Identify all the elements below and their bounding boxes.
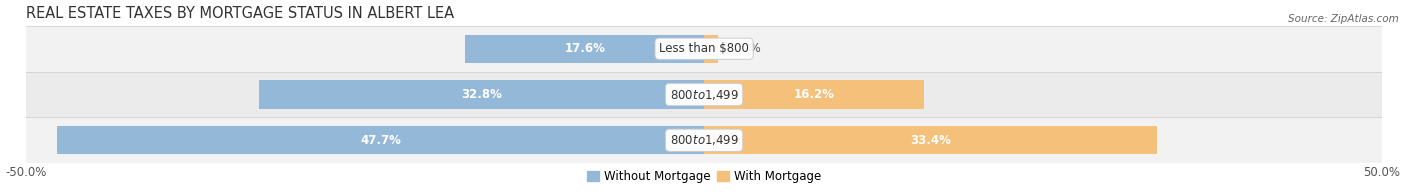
Bar bbox=[27, 117, 1382, 163]
Bar bbox=[465, 34, 704, 63]
Text: 47.7%: 47.7% bbox=[360, 134, 401, 147]
Text: 16.2%: 16.2% bbox=[793, 88, 834, 101]
Text: 1.0%: 1.0% bbox=[731, 42, 761, 55]
Bar bbox=[27, 72, 1382, 117]
Legend: Without Mortgage, With Mortgage: Without Mortgage, With Mortgage bbox=[582, 165, 825, 187]
Text: Less than $800: Less than $800 bbox=[659, 42, 749, 55]
Bar bbox=[704, 80, 924, 109]
Text: Source: ZipAtlas.com: Source: ZipAtlas.com bbox=[1288, 14, 1399, 24]
Text: REAL ESTATE TAXES BY MORTGAGE STATUS IN ALBERT LEA: REAL ESTATE TAXES BY MORTGAGE STATUS IN … bbox=[27, 5, 454, 21]
Text: $800 to $1,499: $800 to $1,499 bbox=[669, 133, 738, 147]
Text: 32.8%: 32.8% bbox=[461, 88, 502, 101]
Text: 33.4%: 33.4% bbox=[910, 134, 950, 147]
Text: $800 to $1,499: $800 to $1,499 bbox=[669, 88, 738, 102]
Bar bbox=[27, 26, 1382, 72]
Text: 17.6%: 17.6% bbox=[564, 42, 605, 55]
Bar bbox=[58, 126, 704, 154]
Bar bbox=[260, 80, 704, 109]
Bar bbox=[704, 34, 717, 63]
Bar bbox=[704, 126, 1157, 154]
